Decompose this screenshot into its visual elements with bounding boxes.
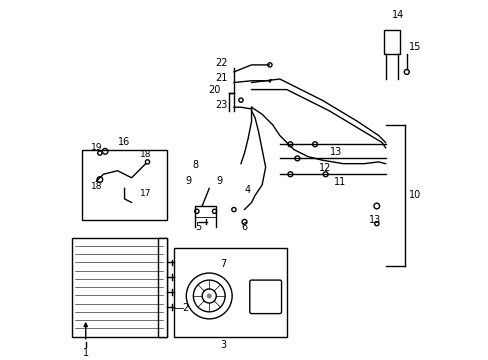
Text: 19: 19 bbox=[90, 143, 102, 152]
Text: 18: 18 bbox=[140, 150, 151, 159]
Text: 9: 9 bbox=[216, 176, 223, 186]
Text: 7: 7 bbox=[220, 259, 226, 269]
Text: 9: 9 bbox=[184, 176, 191, 186]
Text: 16: 16 bbox=[118, 138, 130, 148]
Text: 11: 11 bbox=[333, 177, 345, 187]
Text: 5: 5 bbox=[195, 222, 202, 232]
Bar bbox=[158, 238, 166, 337]
Text: 17: 17 bbox=[140, 189, 151, 198]
FancyBboxPatch shape bbox=[249, 280, 281, 314]
Bar bbox=[174, 248, 286, 337]
Text: 4: 4 bbox=[244, 185, 250, 195]
Text: 20: 20 bbox=[208, 85, 220, 95]
Text: 13: 13 bbox=[368, 215, 380, 225]
Text: 10: 10 bbox=[407, 190, 420, 201]
Text: 22: 22 bbox=[215, 58, 227, 68]
Text: 3: 3 bbox=[220, 340, 226, 350]
Text: 14: 14 bbox=[391, 10, 403, 21]
Text: 13: 13 bbox=[329, 147, 342, 157]
Bar bbox=[72, 238, 166, 337]
Text: 2: 2 bbox=[182, 303, 188, 313]
Text: 15: 15 bbox=[407, 42, 420, 52]
Text: 18: 18 bbox=[90, 182, 102, 191]
Text: 23: 23 bbox=[215, 100, 227, 111]
Text: 21: 21 bbox=[215, 73, 227, 83]
Bar bbox=[383, 30, 399, 54]
Text: 1: 1 bbox=[82, 348, 89, 359]
Text: 8: 8 bbox=[192, 161, 198, 170]
Text: 12: 12 bbox=[319, 163, 331, 173]
Circle shape bbox=[206, 293, 211, 298]
Bar bbox=[82, 149, 166, 220]
Text: 6: 6 bbox=[241, 222, 247, 232]
